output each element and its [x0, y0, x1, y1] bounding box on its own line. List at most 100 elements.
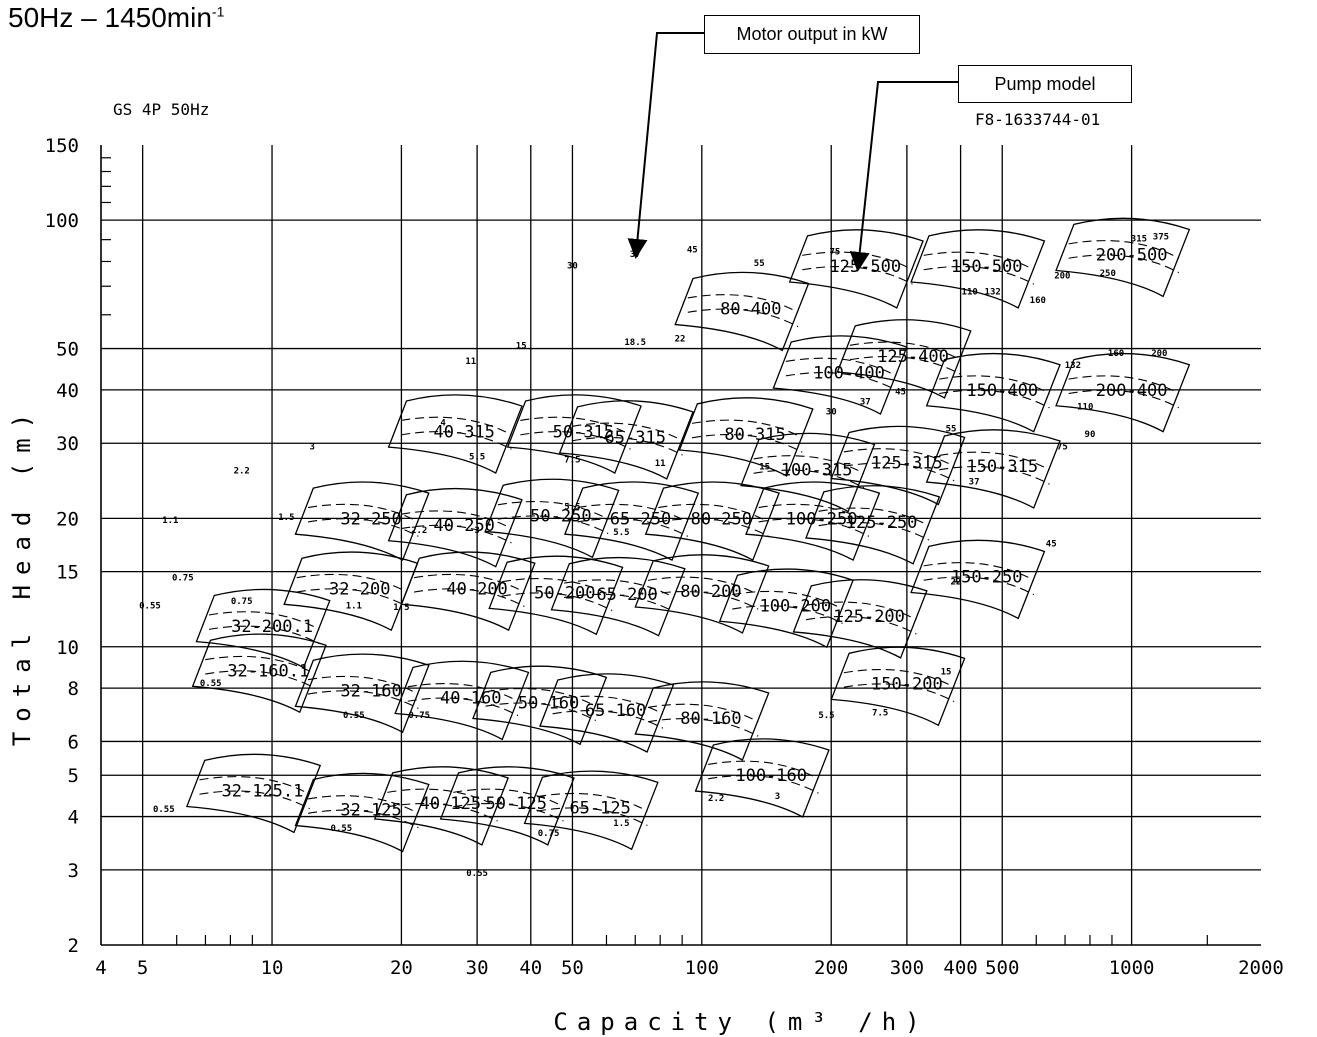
motor-boundary-curve: [407, 697, 519, 717]
motor-kw-label: 0.75: [538, 829, 560, 839]
motor-kw-label: 1.5: [278, 513, 294, 523]
motor-boundary-curve: [205, 655, 316, 675]
motor-kw-label: 11: [655, 459, 666, 469]
motor-boundary-curve: [401, 510, 512, 530]
motor-boundary-curve: [647, 703, 759, 723]
pump-model-label: 100-160: [735, 766, 807, 786]
pump-model-label: 50-250: [530, 507, 591, 527]
pump-curve-envelope: [1055, 217, 1191, 298]
motor-kw-label: 110: [962, 287, 978, 297]
motor-boundary-curve: [520, 416, 631, 436]
motor-boundary-curve: [939, 375, 1050, 394]
motor-boundary-curve: [753, 455, 865, 474]
motor-boundary-curve: [296, 573, 408, 593]
pump-curve-envelope: [550, 556, 686, 637]
motor-kw-label: 37: [860, 397, 871, 407]
motor-boundary-curve: [647, 576, 759, 596]
motor-kw-label: 0.55: [153, 805, 175, 815]
motor-kw-label: 45: [895, 388, 906, 398]
y-tick-label: 100: [45, 210, 79, 232]
motor-boundary-curve: [296, 588, 408, 607]
x-tick-label: 20: [390, 957, 413, 979]
motor-kw-label: 7.5: [564, 456, 580, 466]
pump-model-label: 50-125: [486, 794, 547, 814]
motor-boundary-curve: [805, 601, 917, 621]
motor-kw-label: 45: [1046, 539, 1057, 549]
motor-kw-label: 15: [759, 463, 770, 473]
pump-model-label: 32-200.1: [231, 617, 313, 637]
x-tick-label: 1000: [1109, 957, 1155, 979]
motor-kw-label: 55: [754, 259, 765, 269]
motor-boundary-curve: [401, 431, 512, 450]
motor-kw-label: 5.5: [613, 528, 629, 538]
motor-boundary-curve: [687, 308, 799, 328]
pump-curve-envelope: [1055, 352, 1191, 433]
x-tick-label: 100: [685, 957, 719, 979]
x-tick-label: 50: [561, 957, 584, 979]
motor-boundary-curve: [307, 518, 419, 537]
callout-arrows: [627, 32, 958, 272]
motor-kw-label: 1.5: [613, 819, 629, 829]
motor-boundary-curve: [818, 521, 930, 541]
motor-kw-label: 3: [309, 442, 314, 452]
motor-kw-label: 90: [1085, 430, 1096, 440]
pump-curve-envelope: [488, 555, 624, 636]
pump-curve-envelope: [563, 481, 700, 562]
motor-boundary-curve: [497, 515, 609, 535]
pump-model-label: 80-315: [724, 425, 785, 445]
speed-title: 50Hz – 1450min-1: [8, 2, 225, 33]
pump-model-label: 150-315: [966, 457, 1038, 477]
motor-kw-label: 0.75: [172, 574, 194, 584]
motor-kw-label: 2.2: [234, 466, 250, 476]
motor-boundary-curve: [753, 469, 865, 489]
motor-kw-label: 11: [465, 357, 476, 367]
motor-kw-label: 75: [1057, 442, 1068, 452]
pump-curve-envelope: [674, 271, 810, 352]
x-tick-label: 40: [519, 957, 542, 979]
motor-kw-label: 250: [1100, 269, 1116, 279]
motor-boundary-curve: [401, 416, 512, 436]
pump-model-label: 125-400: [877, 347, 949, 367]
pump-model-label: 32-125: [340, 801, 401, 821]
y-tick-label: 10: [56, 637, 79, 659]
motor-kw-label: 45: [687, 245, 698, 255]
motor-boundary-curve: [199, 790, 310, 810]
pump-model-label: 50-315: [553, 422, 614, 442]
chart-labels: 32-125.1 32-125 32-160.1 32-160 32-200.1 32-2…: [139, 233, 1169, 879]
doc-number: F8-1633744-01: [975, 110, 1101, 129]
pump-model-label: 80-200: [680, 582, 741, 602]
motor-kw-label: 7.5: [872, 709, 888, 719]
motor-boundary-curve: [758, 503, 870, 523]
y-tick-label: 20: [56, 508, 79, 530]
motor-kw-label: 0.75: [408, 711, 430, 721]
motor-kw-label: 1.1: [162, 516, 178, 526]
motor-boundary-curve: [732, 590, 843, 610]
pump-curve-envelope: [387, 487, 523, 568]
pump-model-label: 32-250: [340, 509, 401, 529]
motor-boundary-curve: [1068, 389, 1180, 409]
motor-kw-label: 200: [1054, 271, 1070, 281]
motor-boundary-curve: [687, 294, 799, 313]
x-tick-label: 400: [943, 957, 977, 979]
pump-model-label: 32-160: [340, 681, 401, 701]
motor-boundary-curve: [843, 448, 955, 467]
motor-kw-label: 4: [440, 419, 446, 429]
motor-kw-label: 160: [1108, 349, 1124, 359]
motor-kw-label: 0.55: [331, 824, 353, 834]
motor-boundary-curve: [572, 422, 683, 442]
pump-model-label: 200-400: [1096, 381, 1168, 401]
motor-boundary-curve: [552, 695, 664, 715]
motor-boundary-curve: [923, 562, 1035, 581]
motor-boundary-curve: [1068, 375, 1180, 394]
motor-kw-label: 30: [567, 262, 578, 272]
x-tick-label: 10: [261, 957, 284, 979]
pump-curve-envelope: [925, 429, 1061, 509]
pump-model-callout: Pump model: [958, 65, 1132, 103]
x-tick-label: 4: [95, 957, 106, 979]
motor-kw-label: 22: [675, 334, 686, 344]
motor-boundary-curve: [453, 788, 564, 808]
y-tick-label: 15: [56, 562, 79, 584]
motor-boundary-curve: [923, 251, 1035, 271]
pump-model-label: 40-250: [434, 516, 495, 536]
pump-curve-envelope: [373, 766, 509, 846]
